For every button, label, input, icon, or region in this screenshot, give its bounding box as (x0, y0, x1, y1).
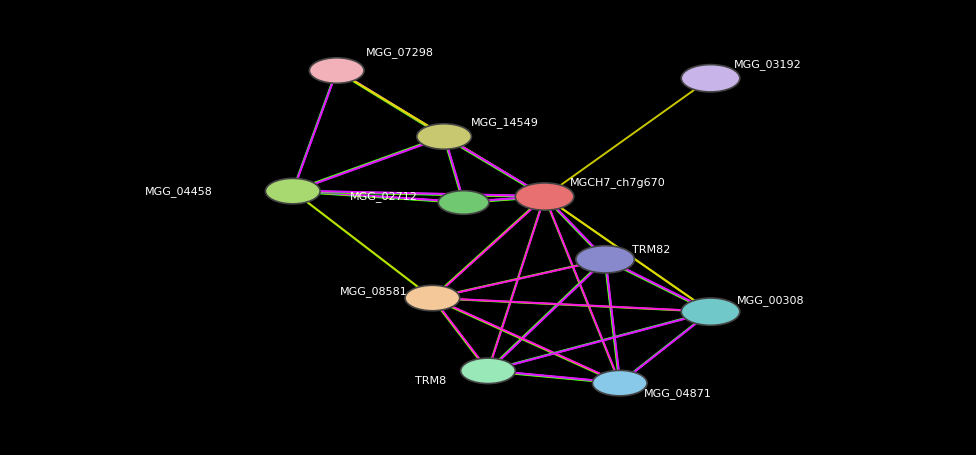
Circle shape (681, 65, 740, 92)
Text: TRM82: TRM82 (632, 245, 671, 255)
Circle shape (461, 358, 515, 384)
Circle shape (438, 191, 489, 214)
Text: MGG_02712: MGG_02712 (349, 191, 418, 202)
Text: MGG_14549: MGG_14549 (470, 117, 539, 128)
Circle shape (515, 183, 574, 210)
Text: MGG_04458: MGG_04458 (144, 186, 213, 197)
Circle shape (265, 178, 320, 204)
Circle shape (405, 285, 460, 311)
Text: MGG_00308: MGG_00308 (737, 295, 804, 306)
Circle shape (592, 370, 647, 396)
Text: MGCH7_ch7g670: MGCH7_ch7g670 (570, 177, 666, 188)
Text: MGG_08581: MGG_08581 (340, 286, 407, 297)
Text: MGG_07298: MGG_07298 (366, 47, 434, 58)
Circle shape (576, 246, 634, 273)
Text: MGG_03192: MGG_03192 (734, 59, 801, 70)
Circle shape (417, 124, 471, 149)
Circle shape (309, 58, 364, 83)
Text: MGG_04871: MGG_04871 (644, 388, 712, 399)
Circle shape (681, 298, 740, 325)
Text: TRM8: TRM8 (415, 376, 446, 386)
